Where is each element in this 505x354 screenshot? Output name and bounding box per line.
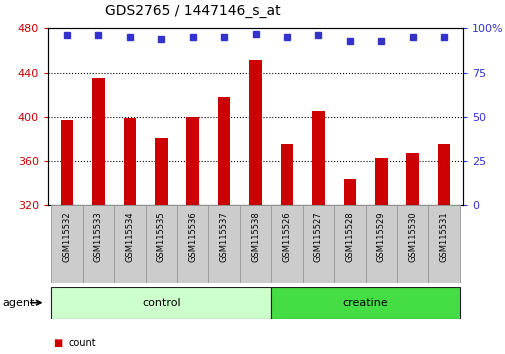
Text: count: count bbox=[68, 338, 96, 348]
Text: GSM115535: GSM115535 bbox=[157, 212, 166, 262]
Bar bbox=[177, 205, 208, 283]
Text: control: control bbox=[141, 298, 180, 308]
Text: GSM115537: GSM115537 bbox=[219, 212, 228, 262]
Text: agent: agent bbox=[3, 298, 35, 308]
Text: GSM115534: GSM115534 bbox=[125, 212, 134, 262]
Bar bbox=[406, 153, 418, 205]
Text: GDS2765 / 1447146_s_at: GDS2765 / 1447146_s_at bbox=[105, 4, 281, 18]
Text: GSM115529: GSM115529 bbox=[376, 212, 385, 262]
Text: GSM115530: GSM115530 bbox=[408, 212, 416, 262]
Bar bbox=[92, 78, 105, 205]
Bar bbox=[145, 205, 177, 283]
Text: GSM115532: GSM115532 bbox=[62, 212, 71, 262]
Bar bbox=[51, 287, 271, 319]
Bar bbox=[437, 144, 449, 205]
Bar bbox=[155, 138, 167, 205]
Bar bbox=[208, 205, 239, 283]
Bar bbox=[114, 205, 145, 283]
Bar bbox=[82, 205, 114, 283]
Text: GSM115533: GSM115533 bbox=[94, 212, 103, 262]
Bar bbox=[280, 144, 293, 205]
Bar bbox=[374, 158, 387, 205]
Bar bbox=[312, 111, 324, 205]
Bar bbox=[271, 287, 459, 319]
Text: GSM115531: GSM115531 bbox=[439, 212, 448, 262]
Bar bbox=[396, 205, 428, 283]
Text: GSM115536: GSM115536 bbox=[188, 212, 197, 262]
Text: GSM115526: GSM115526 bbox=[282, 212, 291, 262]
Bar bbox=[365, 205, 396, 283]
Bar bbox=[343, 179, 356, 205]
Text: ■: ■ bbox=[53, 338, 62, 348]
Bar bbox=[217, 97, 230, 205]
Bar bbox=[123, 118, 136, 205]
Bar bbox=[302, 205, 333, 283]
Bar bbox=[239, 205, 271, 283]
Bar bbox=[51, 205, 82, 283]
Text: GSM115528: GSM115528 bbox=[344, 212, 354, 262]
Text: creatine: creatine bbox=[342, 298, 388, 308]
Bar bbox=[249, 61, 261, 205]
Text: GSM115527: GSM115527 bbox=[313, 212, 322, 262]
Bar bbox=[186, 117, 198, 205]
Bar bbox=[271, 205, 302, 283]
Bar bbox=[61, 120, 73, 205]
Text: GSM115538: GSM115538 bbox=[250, 212, 260, 262]
Bar bbox=[333, 205, 365, 283]
Bar bbox=[428, 205, 459, 283]
